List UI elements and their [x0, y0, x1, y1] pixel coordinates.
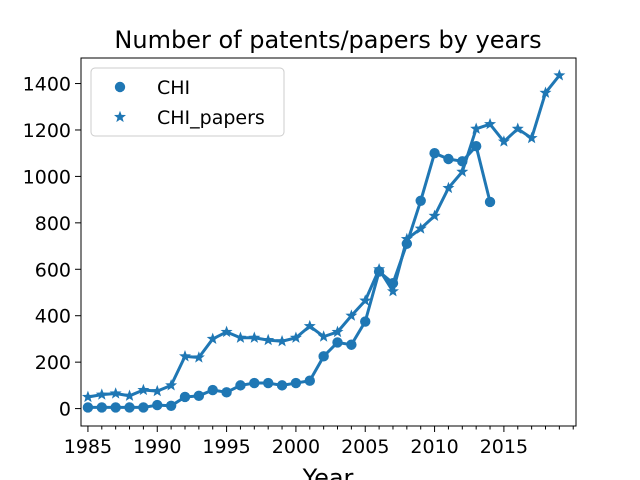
y-tick-label: 1200 — [23, 120, 71, 142]
data-point — [386, 285, 399, 297]
data-point — [400, 232, 413, 245]
series-chi — [82, 141, 496, 413]
data-point — [442, 181, 455, 194]
data-point — [360, 316, 371, 327]
legend-label: CHI — [157, 77, 190, 99]
plot-frame — [80, 57, 577, 427]
data-point — [276, 380, 288, 391]
data-point — [81, 390, 94, 403]
axis-ticks: 1985 1990 1995 2000 2005 2010 2015 0 200 400 600 80… — [23, 74, 574, 458]
data-point — [262, 333, 275, 346]
data-point — [428, 209, 441, 221]
data-point — [220, 325, 233, 338]
data-point — [192, 351, 205, 363]
chart-title: Number of patents/papers by years — [114, 26, 541, 54]
x-tick-label: 2010 — [410, 436, 458, 458]
data-point — [123, 389, 136, 401]
series-chi-papers — [81, 69, 566, 403]
x-tick-label: 2015 — [480, 436, 528, 458]
data-point — [109, 387, 122, 399]
data-point — [470, 141, 482, 152]
data-point — [525, 131, 538, 144]
x-axis-label: Year — [302, 464, 354, 480]
data-point — [511, 122, 524, 134]
data-point — [206, 332, 219, 345]
data-point — [332, 337, 343, 348]
data-point — [95, 388, 108, 400]
legend-marker — [114, 81, 126, 93]
legend-marker — [114, 110, 126, 123]
data-point — [470, 122, 483, 134]
series-line — [87, 144, 492, 409]
data-point — [553, 69, 566, 81]
data-point — [414, 222, 427, 234]
y-tick-label: 200 — [35, 352, 71, 374]
legend: CHI CHI_papers — [90, 67, 285, 137]
y-tick-label: 400 — [35, 306, 71, 328]
series-layer — [81, 69, 566, 413]
data-point — [179, 350, 191, 362]
x-tick-label: 1985 — [64, 436, 112, 458]
x-tick-label: 2000 — [272, 436, 320, 458]
data-point — [179, 391, 191, 403]
data-point — [96, 402, 107, 413]
x-tick-label: 2005 — [341, 436, 389, 458]
data-point — [82, 402, 94, 413]
data-point — [110, 402, 121, 413]
data-point — [151, 384, 164, 397]
data-point — [193, 390, 205, 402]
y-tick-label: 1000 — [23, 166, 71, 188]
data-point — [318, 351, 329, 362]
data-point — [137, 383, 150, 396]
data-point — [346, 339, 357, 350]
data-point — [207, 384, 218, 396]
data-point — [138, 402, 149, 413]
data-point — [165, 379, 178, 391]
data-point — [373, 262, 386, 275]
data-point — [262, 377, 274, 389]
legend-label: CHI_papers — [157, 107, 265, 129]
data-point — [235, 380, 246, 391]
data-point — [276, 334, 289, 347]
data-point — [539, 86, 552, 98]
data-point — [359, 294, 372, 306]
data-point — [304, 375, 315, 386]
data-point — [165, 400, 177, 412]
data-point — [415, 195, 426, 206]
data-point — [456, 165, 469, 177]
data-point — [484, 196, 496, 208]
data-point — [497, 135, 510, 147]
data-point — [289, 331, 302, 343]
data-point — [484, 117, 497, 130]
data-point — [124, 402, 135, 413]
y-tick-label: 1400 — [23, 74, 71, 96]
data-point — [221, 387, 232, 398]
data-point — [317, 330, 330, 342]
y-tick-label: 0 — [59, 399, 71, 421]
data-point — [249, 377, 260, 389]
data-point — [152, 399, 163, 411]
data-point — [234, 331, 247, 343]
y-tick-label: 800 — [35, 213, 71, 235]
legend-box — [90, 67, 285, 137]
data-point — [303, 319, 316, 332]
data-point — [331, 325, 344, 338]
data-point — [248, 331, 261, 343]
x-tick-label: 1990 — [133, 436, 181, 458]
data-point — [443, 153, 454, 165]
data-point — [345, 309, 358, 321]
data-point — [429, 147, 440, 159]
y-tick-label: 600 — [35, 259, 71, 281]
x-tick-label: 1995 — [202, 436, 250, 458]
data-point — [290, 377, 302, 389]
